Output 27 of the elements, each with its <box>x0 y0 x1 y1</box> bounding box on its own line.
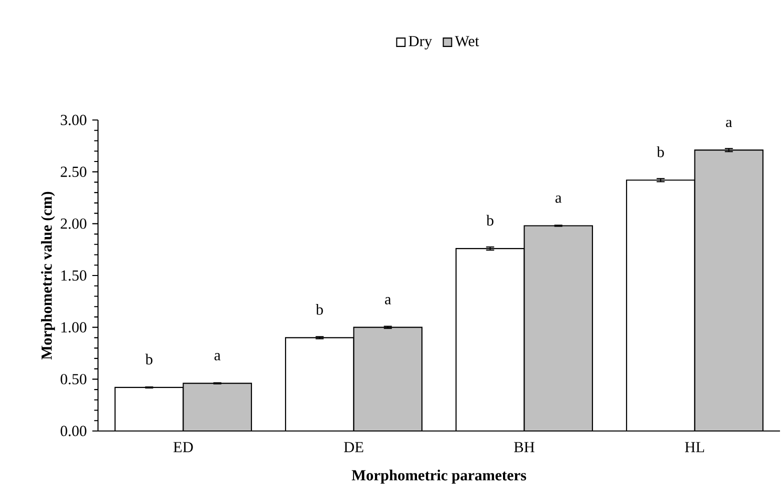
data-label: a <box>555 195 562 203</box>
y-tick-label: 3.00 <box>60 114 86 126</box>
y-tick-label: 1.00 <box>61 322 86 333</box>
y-tick-label: 2.00 <box>60 218 86 229</box>
bar <box>694 150 764 431</box>
y-tick-label: 1.50 <box>61 270 86 281</box>
y-axis-title: Morphometric value (cm) <box>41 192 55 360</box>
data-label: a <box>384 297 392 304</box>
bar <box>183 383 252 431</box>
x-tick-label: HL <box>684 442 704 452</box>
x-tick-label: DE <box>344 442 364 452</box>
data-label: a <box>726 120 732 128</box>
y-tick-label: 0.50 <box>60 374 86 384</box>
data-label: b <box>656 146 664 158</box>
x-tick-label: ED <box>173 442 193 452</box>
legend-label: Dry <box>408 36 432 50</box>
x-axis-title: Morphometric parameters <box>352 470 526 484</box>
data-label: b <box>486 214 494 226</box>
y-tick-label: 2.50 <box>60 166 86 178</box>
bar <box>354 327 422 431</box>
data-label: b <box>145 354 152 365</box>
data-label: a <box>214 353 221 360</box>
legend-label: Wet <box>454 36 480 46</box>
x-tick-label: BH <box>514 442 534 452</box>
data-label: b <box>316 304 323 315</box>
bar <box>524 226 592 431</box>
y-tick-label: 0.00 <box>60 426 86 436</box>
